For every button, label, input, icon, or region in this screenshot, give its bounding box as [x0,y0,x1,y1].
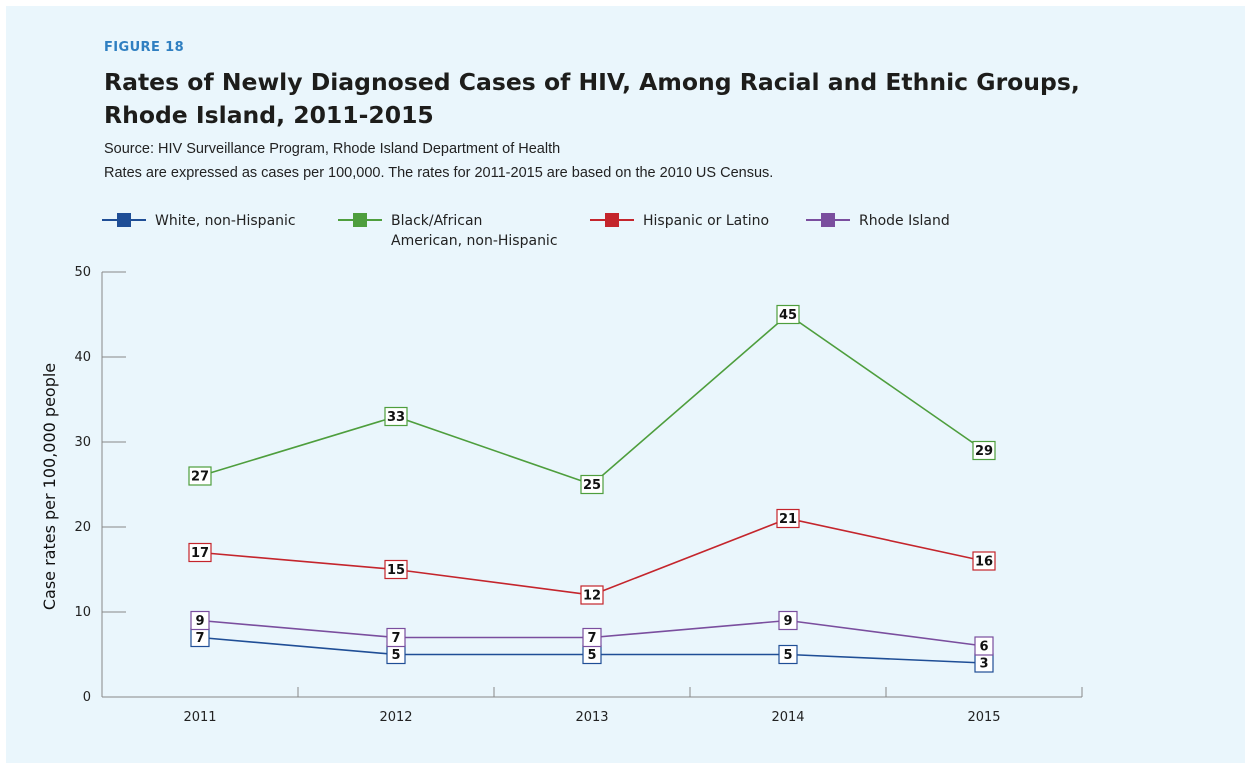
data-point: 12 [580,585,604,605]
data-label: 5 [391,648,400,663]
legend: White, non-Hispanic Black/African American… [102,213,950,249]
rates-note: Rates are expressed as cases per 100,000… [104,165,774,181]
data-label: 21 [779,512,797,527]
figure-panel [6,6,1245,763]
series-line [199,313,985,486]
data-label: 7 [391,631,400,646]
chart-title: Rates of Newly Diagnosed Cases of HIV, A… [104,68,1080,129]
data-point: 5 [386,644,406,665]
source-note: Source: HIV Surveillance Program, Rhode … [104,141,561,157]
data-point: 25 [580,474,604,495]
x-tick-label: 2013 [575,710,608,725]
data-point: 15 [384,559,408,580]
data-point-box [776,304,800,325]
data-label: 5 [587,648,596,663]
data-labels: 7 5 5 5 3 27 33 25 45 29 17 15 12 21 16 9 7 7 9 6 [188,304,996,673]
y-tick-label: 10 [74,605,91,620]
y-tick-label: 0 [83,690,91,705]
data-label: 9 [783,614,792,629]
data-point-box [776,508,800,529]
data-label: 29 [975,444,993,459]
data-point: 9 [778,610,798,631]
data-point: 17 [188,542,212,563]
y-tick-label: 50 [74,265,91,280]
data-label: 25 [583,478,601,493]
data-point: 7 [582,627,602,648]
data-label: 27 [191,470,209,485]
data-point-box [384,406,408,427]
data-label: 6 [979,640,988,655]
data-label: 12 [583,589,601,604]
y-axis-label: Case rates per 100,000 people [40,363,59,610]
legend-label: Hispanic or Latino [643,213,769,229]
legend-item: Black/African American, non-Hispanic [338,213,558,249]
x-tick-label: 2012 [379,710,412,725]
data-point: 9 [190,610,210,631]
axes: 0 10 20 30 40 50 2011 2012 2013 2014 2015 Case rate… [40,265,1083,725]
data-point: 16 [972,551,996,571]
y-tick-label: 30 [74,435,91,450]
legend-swatch [821,213,835,227]
y-tick-label: 40 [74,350,91,365]
figure-label: FIGURE 18 [104,40,185,55]
data-point-box [580,585,604,605]
legend-item: White, non-Hispanic [102,213,296,229]
data-point-box [974,636,994,656]
legend-swatch [605,213,619,227]
data-label: 3 [979,657,988,672]
data-point: 45 [776,304,800,325]
data-point-box [190,610,210,631]
y-tick-label: 20 [74,520,91,535]
data-label: 33 [387,410,405,425]
legend-item: Rhode Island [806,213,950,229]
x-tick-label: 2011 [183,710,216,725]
legend-swatch [353,213,367,227]
data-point: 7 [386,627,406,648]
data-point: 3 [974,653,994,673]
data-label: 16 [975,555,993,570]
data-point-box [972,440,996,461]
data-label: 9 [195,614,204,629]
data-point-box [778,644,798,665]
data-point: 7 [190,627,210,648]
legend-label: White, non-Hispanic [155,213,296,229]
data-point: 6 [974,636,994,656]
data-label: 5 [783,648,792,663]
x-tick-label: 2015 [967,710,1000,725]
series-line [199,517,985,596]
data-point-box [386,627,406,648]
data-label: 17 [191,546,209,561]
data-label: 45 [779,308,797,323]
data-point: 5 [582,644,602,665]
legend-label: Black/African [391,213,482,229]
data-point-box [384,559,408,580]
data-point-box [188,542,212,563]
data-point-box [580,474,604,495]
x-tick-label: 2014 [771,710,804,725]
data-point: 27 [188,466,212,486]
legend-label: American, non-Hispanic [391,233,558,249]
data-point-box [778,610,798,631]
data-point: 29 [972,440,996,461]
data-point: 5 [778,644,798,665]
legend-label: Rhode Island [859,213,950,229]
legend-item: Hispanic or Latino [590,213,769,229]
data-point-box [188,466,212,486]
data-label: 7 [195,631,204,646]
legend-swatch [117,213,131,227]
data-point-box [972,551,996,571]
data-point-box [582,627,602,648]
data-label: 15 [387,563,405,578]
data-point: 33 [384,406,408,427]
data-point: 21 [776,508,800,529]
data-label: 7 [587,631,596,646]
